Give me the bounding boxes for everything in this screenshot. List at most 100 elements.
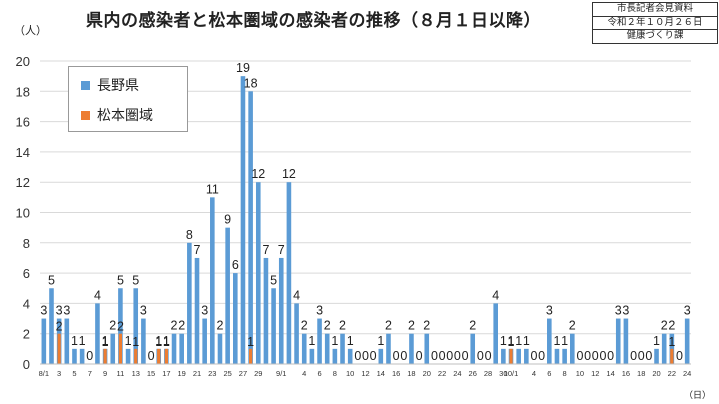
y-tick-label: 0	[23, 357, 30, 372]
x-tick-label: 30	[499, 369, 507, 378]
x-tick-label: 10/1	[504, 369, 519, 378]
bar-nagano	[64, 318, 70, 364]
bar-nagano	[118, 288, 123, 364]
x-tick-label: 12	[361, 369, 369, 378]
bar-nagano	[49, 288, 54, 364]
data-label-matsumoto: 1	[247, 335, 254, 349]
x-tick-label: 14	[606, 369, 614, 378]
x-tick-label: 5	[72, 369, 76, 378]
bar-nagano	[133, 288, 139, 364]
bar-nagano	[217, 333, 223, 364]
x-tick-label: 11	[117, 369, 125, 378]
data-label-nagano: 0	[370, 349, 377, 363]
data-label-nagano: 0	[454, 349, 461, 363]
bar-nagano	[179, 333, 184, 364]
x-tick-label: 12	[591, 369, 599, 378]
x-tick-label: 26	[469, 369, 477, 378]
x-tick-label: 8	[333, 369, 337, 378]
data-label-nagano: 1	[155, 334, 162, 348]
x-tick-label: 9	[103, 369, 107, 378]
bar-matsumoto	[103, 348, 107, 364]
data-label-nagano: 3	[316, 304, 323, 318]
bar-nagano	[661, 333, 667, 364]
y-tick-label: 16	[16, 115, 30, 130]
x-tick-label: 24	[453, 369, 461, 378]
data-label-nagano: 0	[439, 349, 446, 363]
y-tick-label: 18	[16, 84, 30, 99]
x-tick-label: 20	[652, 369, 660, 378]
data-label-nagano: 4	[492, 288, 499, 302]
data-label-nagano: 2	[171, 319, 178, 333]
x-tick-label: 10	[576, 369, 584, 378]
data-label-nagano: 0	[676, 349, 683, 363]
y-tick-label: 14	[16, 145, 30, 160]
data-label-nagano: 1	[79, 334, 86, 348]
data-label-nagano: 5	[132, 273, 139, 287]
data-label-nagano: 0	[592, 349, 599, 363]
chart-legend: 長野県 松本圏域	[68, 66, 188, 132]
bar-nagano	[332, 348, 338, 364]
x-tick-label: 24	[683, 369, 691, 378]
x-tick-label: 4	[532, 369, 536, 378]
bar-nagano	[41, 318, 47, 364]
data-label-nagano: 4	[293, 288, 300, 302]
bar-nagano	[562, 348, 567, 364]
bar-matsumoto	[57, 333, 61, 364]
bar-nagano	[141, 318, 146, 364]
data-label-nagano: 0	[462, 349, 469, 363]
data-label-nagano: 0	[607, 349, 614, 363]
data-label-nagano: 1	[553, 334, 560, 348]
data-label-nagano: 1	[163, 334, 170, 348]
data-label-nagano: 2	[385, 319, 392, 333]
bar-nagano	[309, 348, 315, 364]
data-label-nagano: 1	[331, 334, 338, 348]
bar-nagano	[255, 182, 261, 364]
data-label-nagano: 12	[251, 167, 265, 181]
data-label-nagano: 0	[645, 349, 652, 363]
bar-nagano	[263, 257, 269, 364]
data-label-matsumoto: 1	[132, 335, 139, 349]
data-label-nagano: 1	[653, 334, 660, 348]
data-label-nagano: 0	[531, 349, 538, 363]
bar-matsumoto	[670, 348, 674, 364]
x-tick-label: 18	[407, 369, 415, 378]
data-label-nagano: 0	[86, 349, 93, 363]
x-tick-label: 13	[132, 369, 140, 378]
x-tick-label: 10	[346, 369, 354, 378]
bar-nagano	[72, 348, 77, 364]
y-tick-label: 6	[23, 266, 30, 281]
bar-nagano	[347, 348, 353, 364]
bar-matsumoto	[509, 348, 513, 364]
x-tick-label: 6	[547, 369, 551, 378]
data-label-nagano: 1	[125, 334, 132, 348]
data-label-nagano: 3	[615, 304, 622, 318]
bar-nagano	[301, 333, 307, 364]
y-tick-label: 4	[23, 296, 30, 311]
data-label-nagano: 1	[102, 334, 109, 348]
x-tick-label: 16	[392, 369, 400, 378]
bar-nagano	[294, 303, 299, 364]
bar-nagano	[324, 333, 330, 364]
bar-nagano	[225, 227, 230, 364]
bar-nagano	[286, 182, 292, 364]
data-label-nagano: 0	[576, 349, 583, 363]
data-label-nagano: 2	[661, 319, 668, 333]
x-tick-label: 8/1	[39, 369, 49, 378]
x-tick-label: 23	[208, 369, 216, 378]
bar-nagano	[501, 348, 506, 364]
x-tick-label: 27	[239, 369, 247, 378]
bar-matsumoto	[249, 348, 253, 364]
data-label-nagano: 1	[508, 334, 515, 348]
data-label-nagano: 2	[301, 319, 308, 333]
data-label-nagano: 0	[416, 349, 423, 363]
data-label-nagano: 0	[393, 349, 400, 363]
x-tick-label: 3	[57, 369, 61, 378]
data-label-nagano: 7	[194, 243, 201, 257]
bar-nagano	[547, 318, 552, 364]
bar-matsumoto	[118, 333, 123, 364]
data-label-nagano: 3	[56, 304, 63, 318]
bar-nagano	[278, 257, 284, 364]
x-tick-label: 29	[254, 369, 262, 378]
bar-nagano	[194, 257, 200, 364]
